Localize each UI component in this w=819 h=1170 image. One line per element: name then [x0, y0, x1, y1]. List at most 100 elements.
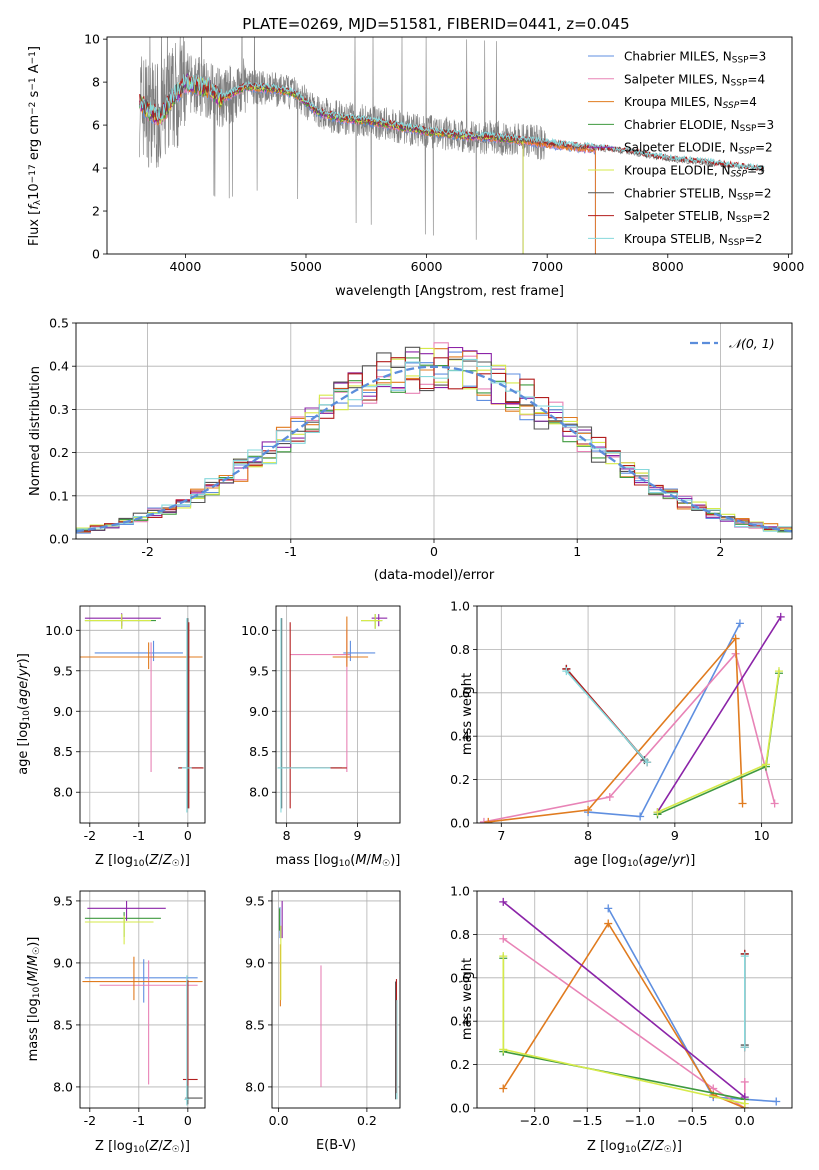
point-kroupa-elodie — [361, 614, 383, 629]
point-salpeter-stelib — [283, 622, 347, 809]
x-tick-label: -1 — [285, 544, 297, 559]
x-tick-label: 8 — [283, 828, 291, 843]
y-tick-label: 0.4 — [450, 1014, 470, 1029]
plot-area-spectrum — [139, 37, 765, 254]
y-tick-label: 0.2 — [49, 445, 69, 460]
axes-spectrum: 4000 5000 6000 7000 8000 9000 0 2 4 6 8 10 wavelengt… — [27, 32, 804, 299]
y-tick-label: 0 — [92, 247, 100, 262]
legend-entry: Chabrier STELIB, NSSP=2 — [624, 186, 772, 202]
axes-age-mass: 8 9 8.0 8.5 9.0 9.5 10.0 mass [log10(M/M☉)] — [241, 605, 401, 869]
legend-entry: Kroupa MILES, NSSP=4 — [624, 95, 757, 111]
y-tick-label: 0.6 — [450, 970, 470, 985]
point-salpeter-miles — [290, 630, 351, 772]
axes-weight-Z: −2.0 −1.5 −1.0 −0.5 0.0 0.0 0.2 0.4 0.6 0.8 1.0 Z [… — [450, 884, 793, 1155]
series-line — [657, 670, 780, 813]
model-line-kroupa-stelib — [139, 74, 765, 171]
series-kroupa-elodie — [653, 667, 783, 817]
series-marker — [735, 619, 744, 628]
point-chabrier-stelib — [278, 618, 342, 809]
series-marker — [770, 799, 779, 808]
point-salpeter-stelib — [182, 980, 198, 1086]
axes-age-Z: -2 -1 0 8.0 8.5 9.0 9.5 10.0 Z [log10(Z/Z☉)] age … — [16, 605, 206, 869]
series-line — [502, 921, 746, 1108]
x-axis-label: mass [log10(M/M☉)] — [276, 853, 401, 869]
x-tick-label: 9 — [671, 828, 679, 843]
series-line — [565, 670, 648, 763]
y-tick-label: 8.5 — [249, 744, 269, 759]
legend-spectrum: Chabrier MILES, NSSP=3 Salpeter MILES, NS… — [588, 50, 774, 248]
point-salpeter-elodie — [87, 900, 166, 921]
y-axis-label: Normed distribution — [28, 366, 43, 496]
x-tick-label: 4000 — [169, 259, 201, 274]
y-tick-label: 0.8 — [450, 642, 470, 657]
series-kroupa-elodie — [499, 952, 749, 1108]
point-chabrier-stelib — [178, 618, 203, 809]
gauss-curve — [76, 365, 792, 533]
series-marker — [499, 897, 508, 906]
y-tick-label: 9.0 — [53, 704, 73, 719]
series-marker — [604, 904, 613, 913]
series-marker — [776, 612, 785, 621]
legend-entry: Salpeter MILES, NSSP=4 — [624, 72, 765, 88]
x-axis-label: age [log10(age/yr)] — [574, 853, 696, 869]
svg-text:Flux [fλ10−17 erg cm−2 s−1 A−1: Flux [fλ10−17 erg cm−2 s−1 A−1] — [27, 46, 43, 246]
y-axis-label: age [log10(age/yr)] — [16, 653, 32, 775]
x-axis-label: E(B-V) — [316, 1138, 356, 1153]
x-axis-label: wavelength [Angstrom, rest frame] — [335, 284, 564, 299]
axes-mass-EBV: 0.0 0.2 8.0 8.5 9.0 9.5 E(B-V) — [245, 890, 401, 1153]
y-tick-label: 6 — [92, 118, 100, 133]
svg-text:age [log10(age/yr)]: age [log10(age/yr)] — [16, 653, 32, 775]
y-axis-label: mass weight — [460, 673, 475, 755]
point-kroupa-miles — [82, 956, 203, 1001]
point-kroupa-stelib — [181, 618, 192, 813]
series-marker — [636, 812, 645, 821]
y-axis-label: mass [log10(M/M☉)] — [26, 937, 42, 1062]
point-salpeter-elodie — [84, 613, 161, 627]
x-tick-label: −1.0 — [625, 1113, 655, 1128]
y-tick-label: 1.0 — [450, 599, 470, 614]
series-chabrier-elodie — [499, 954, 749, 1104]
point-chabrier-miles — [94, 640, 183, 662]
series-marker — [740, 1077, 749, 1086]
series-marker — [499, 1045, 508, 1054]
y-tick-label: 0.2 — [450, 772, 470, 787]
x-tick-label: 5000 — [290, 259, 322, 274]
series-marker — [499, 952, 508, 961]
series-kroupa-stelib — [740, 952, 749, 1052]
series-line — [502, 901, 746, 1098]
figure-title: PLATE=0269, MJD=51581, FIBERID=0441, z=0… — [242, 15, 629, 33]
plot-area-age-Z — [80, 606, 205, 823]
y-tick-label: 0.4 — [450, 729, 470, 744]
series-salpeter-elodie — [499, 897, 749, 1102]
legend-entry: Salpeter STELIB, NSSP=2 — [624, 209, 770, 225]
series-marker — [740, 1099, 749, 1108]
x-tick-label: 2 — [716, 544, 724, 559]
axes-frame-mass-Z — [79, 890, 206, 1109]
series-marker — [740, 1043, 749, 1052]
point-kroupa-miles — [80, 642, 203, 670]
x-tick-label: 0.0 — [735, 1113, 755, 1128]
point-kroupa-elodie — [84, 614, 152, 629]
point-chabrier-elodie — [84, 912, 161, 937]
x-tick-label: -1 — [133, 828, 145, 843]
series-line — [656, 616, 782, 813]
svg-text:Z [log10(Z/Z☉)]: Z [log10(Z/Z☉)] — [587, 1139, 682, 1155]
y-tick-label: 8.5 — [53, 1017, 73, 1032]
x-axis-label: Z [log10(Z/Z☉)] — [587, 1139, 682, 1155]
series-marker — [584, 805, 593, 814]
y-tick-label: 8.5 — [245, 1017, 265, 1032]
y-tick-label: 9.5 — [53, 893, 73, 908]
series-marker — [643, 758, 652, 767]
series-line — [502, 938, 746, 1108]
y-tick-label: 0.4 — [49, 359, 69, 374]
x-tick-label: −0.5 — [677, 1113, 707, 1128]
y-tick-label: 0.0 — [450, 816, 470, 831]
point-kroupa-stelib — [277, 618, 331, 813]
y-tick-label: 0.1 — [49, 488, 69, 503]
axes-frame-spectrum — [106, 36, 793, 255]
y-tick-label: 0.5 — [49, 316, 69, 331]
series-marker — [562, 667, 571, 676]
series-line — [502, 958, 745, 1101]
series-marker — [605, 792, 614, 801]
